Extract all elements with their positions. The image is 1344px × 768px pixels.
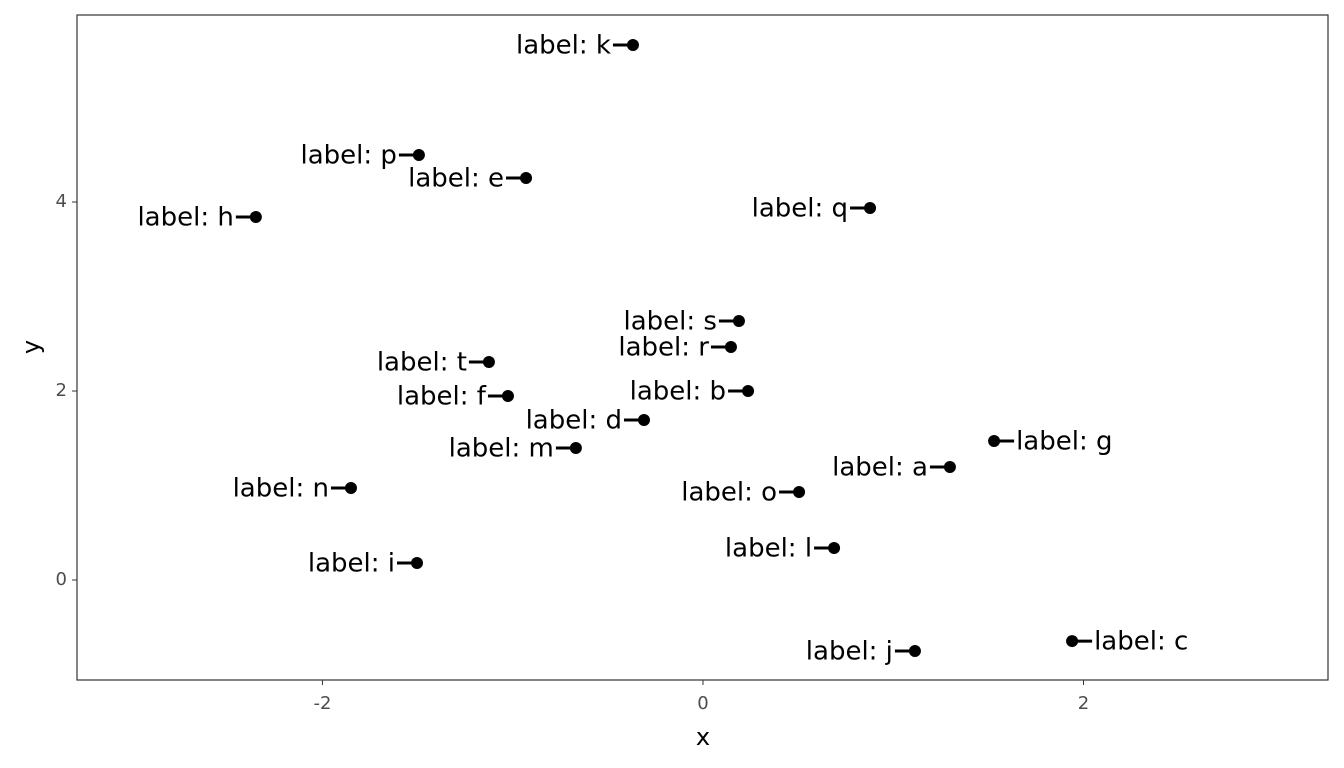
point-label: label: n [233,473,329,503]
point-label: label: h [137,203,233,233]
point [626,39,639,52]
point-label: label: j [806,636,893,666]
point [501,390,514,403]
y-tick-label: 2 [56,380,67,401]
point-label: label: e [408,164,504,194]
point-label: label: p [300,141,396,171]
point-label: label: s [623,306,716,336]
point [908,644,921,657]
point-label: label: f [397,382,487,412]
point [520,172,533,185]
point [828,541,841,554]
point-label: label: g [1016,427,1112,457]
x-tick-label: 0 [697,693,708,714]
x-axis-title: x [696,723,710,751]
point [732,314,745,327]
point [344,481,357,494]
point-label: label: q [752,193,848,223]
x-tick-label: 2 [1078,693,1089,714]
point [943,460,956,473]
point-label: label: o [681,478,777,508]
point-label: label: i [308,549,395,579]
point [482,356,495,369]
point [637,414,650,427]
point [793,486,806,499]
point [411,557,424,570]
point [742,385,755,398]
point-label: label: m [449,434,554,464]
point [412,149,425,162]
point-label: label: d [526,406,622,436]
point [988,435,1001,448]
point-label: label: b [630,377,726,407]
point [1066,635,1079,648]
point-label: label: k [516,31,611,61]
y-tick-label: 0 [56,569,67,590]
point-label: label: r [618,332,709,362]
point [249,211,262,224]
y-tick-label: 4 [56,191,67,212]
y-axis-title: y [17,340,45,354]
point-label: label: a [832,452,928,482]
point [569,442,582,455]
point-label: label: c [1094,627,1188,657]
point-label: label: t [377,348,467,378]
point-label: label: l [725,533,812,563]
point [724,340,737,353]
point [864,201,877,214]
x-tick-label: -2 [313,693,331,714]
